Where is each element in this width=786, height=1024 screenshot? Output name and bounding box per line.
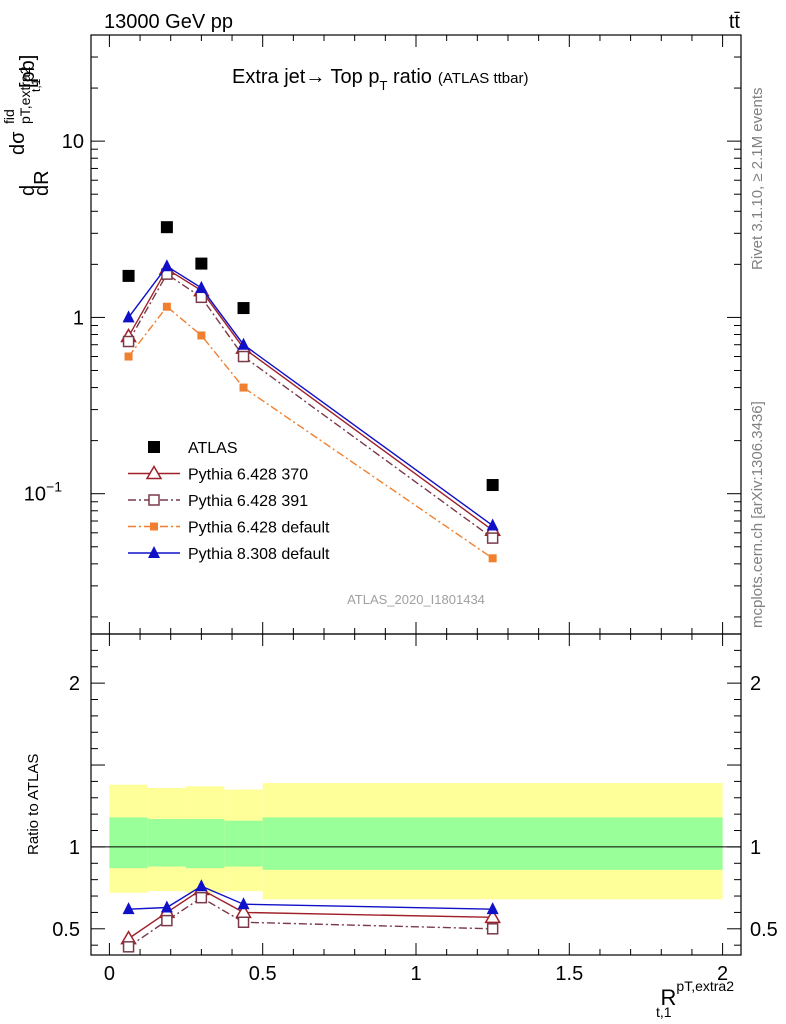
ratio-point-pythia-6-428-391 [122,941,135,953]
rivet-label: Rivet 3.1.10, ≥ 2.1M events [749,88,766,271]
stat-uncertainty-band [262,817,723,870]
main-point-pythia-6-428-default [162,302,171,311]
main-point-atlas [195,257,208,270]
main-point-pythia-8-308-default [237,337,250,350]
ratio-y-tick-label-right: 1 [750,837,761,859]
x-tick-label: 0.5 [249,963,277,985]
main-point-pythia-8-308-default [486,518,499,531]
main-point-pythia-6-428-default [239,383,248,392]
main-panel-axes: 10−1 1 10 [24,34,741,634]
energy-label: 13000 GeV pp [104,11,233,33]
ratio-y-tick-label-left: 2 [69,673,80,695]
main-point-pythia-8-308-default [195,280,208,293]
main-point-pythia-6-428-391 [122,335,135,348]
main-point-atlas [237,302,250,315]
ratio-panel: 0 0.5 1 1.5 2 0.5 0.5 1 1 2 2 Ratio to ATLAS RpT,e… [25,633,778,1020]
main-point-pythia-6-428-391 [237,350,250,363]
main-point-pythia-6-428-default [124,352,133,361]
svg-text:t,1: t,1 [29,78,43,92]
analysis-watermark: ATLAS_2020_I1801434 [347,592,485,607]
y-tick-label: 10 [62,131,84,153]
ratio-y-tick-label-left: 0.5 [52,919,80,941]
legend-label-pythia-6-428-370: Pythia 6.428 370 [188,467,308,484]
svg-text:d: d [17,185,39,196]
legend-label-pythia-8-308-default: Pythia 8.308 default [188,546,330,563]
main-point-pythia-6-428-default [197,331,206,340]
ratio-point-pythia-8-308-default [195,879,208,892]
ratio-y-axis-label: Ratio to ATLAS [25,754,42,855]
legend-label-atlas: ATLAS [188,440,238,457]
ratio-point-pythia-6-428-391 [161,914,173,927]
process-label: tt̄ [729,11,741,33]
y-tick-label: 1 [73,307,84,329]
mcplots-label: mcplots.cern.ch [arXiv:1306.3436] [749,401,766,628]
main-point-pythia-6-428-default [488,554,497,563]
chart-title: Extra jet→ Top pT ratio (ATLAS ttbar) [232,66,529,93]
main-panel-marks [120,221,501,563]
main-point-atlas [122,269,135,282]
y-axis-label-main: d dσ fid pT,extra2 dR t,1 [pb] [1,55,53,196]
svg-text:pT,extra2: pT,extra2 [17,66,33,124]
x-tick-label: 0 [104,963,115,985]
legend-label-pythia-6-428-default: Pythia 6.428 default [188,520,330,537]
legend-marker-pythia-6-428-391 [148,494,160,506]
ratio-y-tick-label-right: 2 [750,673,761,695]
ratio-point-pythia-6-428-370 [484,908,501,924]
main-point-pythia-6-428-391 [486,532,499,544]
stat-uncertainty-band [186,819,225,869]
x-axis-label: RpT,extra2 t,1 [656,978,734,1020]
main-panel: 10−1 1 10 Extra jet→ Top pT ratio (ATLAS tt… [1,34,742,635]
main-line-pythia-6-428-370 [127,268,494,531]
ratio-point-pythia-8-308-default [160,900,173,913]
ratio-point-pythia-6-428-391 [486,923,499,935]
ratio-y-tick-label-left: 1 [69,837,80,859]
legend-label-pythia-6-428-391: Pythia 6.428 391 [188,493,308,510]
stat-uncertainty-band [147,819,187,867]
ratio-point-pythia-8-308-default [122,902,135,915]
main-point-atlas [486,479,499,492]
stat-uncertainty-band [109,817,148,869]
svg-text:dσ: dσ [7,131,29,155]
ratio-panel-axes: 0 0.5 1 1.5 2 0.5 0.5 1 1 2 2 [52,634,778,985]
ratio-point-pythia-6-428-391 [195,891,208,904]
ratio-y-tick-label-right: 0.5 [750,919,778,941]
legend-marker-pythia-6-428-370 [145,465,163,480]
svg-text:[pb]: [pb] [17,55,39,88]
ratio-point-pythia-8-308-default [486,902,499,915]
main-point-atlas [160,221,173,234]
main-point-pythia-8-308-default [160,259,173,272]
ratio-uncertainty-bands [91,783,741,900]
main-panel-frame [90,34,742,635]
svg-text:fid: fid [1,109,17,124]
main-line-pythia-6-428-391 [127,273,494,539]
main-point-pythia-8-308-default [122,310,135,323]
x-tick-label: 1.5 [555,963,583,985]
main-line-pythia-8-308-default [127,265,494,527]
svg-text:dR: dR [31,170,53,196]
ratio-point-pythia-6-428-391 [237,916,250,928]
legend-marker-pythia-8-308-default [148,546,160,558]
ratio-panel-marks [120,879,501,953]
main-point-pythia-6-428-391 [195,291,208,304]
ratio-point-pythia-8-308-default [237,897,250,910]
legend-marker-pythia-6-428-default [150,522,158,531]
y-tick-label: 10−1 [24,479,62,506]
legend-marker-atlas [148,441,160,453]
x-tick-label: 1 [410,963,421,985]
stat-uncertainty-band [224,820,263,867]
x-tick-label: 2 [717,963,728,985]
legend: ATLAS Pythia 6.428 370 Pythia 6.428 391 Pyt… [128,440,330,563]
